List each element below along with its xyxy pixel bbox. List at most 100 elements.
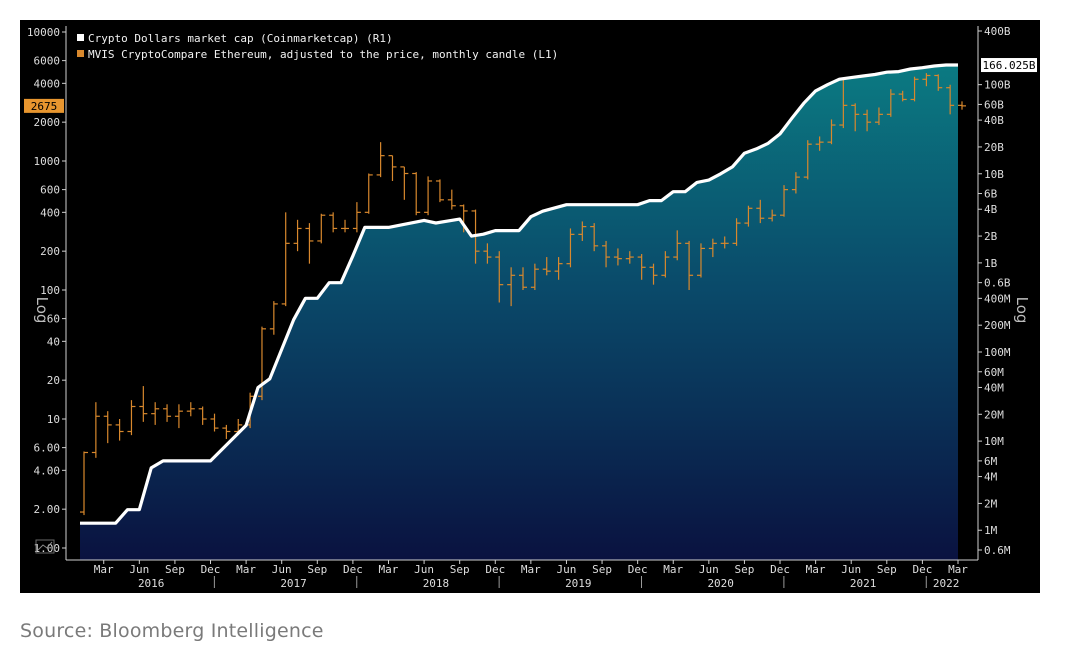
right-tick-label: 100B xyxy=(984,79,1011,92)
left-tick-label: 6000 xyxy=(34,55,61,68)
x-tick-label: Mar xyxy=(806,563,826,576)
legend: Crypto Dollars market cap (Coinmarketcap… xyxy=(74,29,558,63)
year-labels: 2016 2017 2018 2019 2020 2021 2022 xyxy=(138,576,959,590)
source-note: Source: Bloomberg Intelligence xyxy=(20,620,324,642)
ethereum-candle xyxy=(566,228,575,268)
ethereum-candle xyxy=(103,411,112,444)
ethereum-candle xyxy=(910,76,919,102)
ethereum-candle xyxy=(352,202,361,233)
ethereum-candle xyxy=(151,402,160,425)
x-tick-label: Mar xyxy=(521,563,541,576)
ethereum-candle xyxy=(519,267,527,290)
right-tick-label: 2M xyxy=(984,497,998,510)
ethereum-candle xyxy=(495,251,504,303)
right-tick-label: 6B xyxy=(984,188,998,201)
ethereum-candle xyxy=(317,213,326,244)
ethereum-candle xyxy=(720,236,729,249)
ethereum-candle xyxy=(447,189,456,210)
right-tick-label: 400B xyxy=(984,25,1011,38)
right-tick-label: 40B xyxy=(984,114,1004,127)
ethereum-candle xyxy=(934,74,943,91)
ethereum-candle xyxy=(376,142,385,178)
right-tick-label: 100M xyxy=(984,346,1011,359)
right-tick-label: 0.6M xyxy=(984,544,1011,557)
ethereum-candle xyxy=(163,404,172,422)
x-tick-label: Jun xyxy=(129,563,149,576)
right-tick-label: 4M xyxy=(984,471,998,484)
right-tick-label: 1M xyxy=(984,524,998,537)
x-tick-label: Jun xyxy=(272,563,292,576)
ethereum-candle xyxy=(851,103,860,132)
x-tick-label: Sep xyxy=(450,563,470,576)
right-tick-label: 400M xyxy=(984,292,1011,305)
ethereum-candle xyxy=(80,451,88,516)
ethereum-candle xyxy=(898,90,907,102)
x-tick-label: Mar xyxy=(948,563,968,576)
ethereum-candle xyxy=(578,221,587,241)
x-tick-label: Jun xyxy=(557,563,577,576)
right-tick-label: 20M xyxy=(984,408,1004,421)
ethereum-candle xyxy=(257,326,266,401)
ethereum-candle xyxy=(435,179,444,203)
chart-type-icon[interactable] xyxy=(35,539,55,554)
x-tick-label: Jun xyxy=(699,563,719,576)
ethereum-candle xyxy=(293,219,302,252)
ethereum-candle xyxy=(661,251,670,278)
ethereum-candle xyxy=(590,223,599,252)
year-label: 2020 xyxy=(707,577,734,590)
right-axis-ticks: 400B 100B 60B 40B 20B 10B 6B 4B 2B 1B 0.6B 400M 200M… xyxy=(978,25,1011,557)
left-tick-label: 4000 xyxy=(34,77,61,90)
x-axis-ticks: Mar Jun Sep Dec Mar Jun Sep Dec Mar Jun Sep Dec Mar J… xyxy=(94,560,968,576)
ethereum-candle xyxy=(388,155,397,181)
ethereum-candle xyxy=(210,413,219,432)
ethereum-candle xyxy=(530,263,539,290)
market-cap-area xyxy=(80,65,958,560)
left-tick-label: 60 xyxy=(47,313,60,326)
market-cap-last-value-tag: 166.025B xyxy=(981,58,1037,73)
ethereum-candle xyxy=(922,73,931,87)
market-cap-line-layer xyxy=(80,63,958,525)
ethereum-candle xyxy=(400,166,409,200)
right-tick-label: 0.6B xyxy=(984,277,1011,290)
ethereum-candle xyxy=(768,209,777,222)
right-tick-label: 20B xyxy=(984,141,1004,154)
ethereum-candle xyxy=(412,172,421,216)
x-tick-label: Mar xyxy=(94,563,114,576)
ethereum-candle xyxy=(732,218,741,246)
x-tick-label: Dec xyxy=(485,563,505,576)
x-tick-label: Dec xyxy=(628,563,648,576)
legend-label-ethereum: MVIS CryptoCompare Ethereum, adjusted to… xyxy=(88,48,558,61)
ethereum-candle xyxy=(839,79,848,129)
x-tick-label: Sep xyxy=(877,563,897,576)
x-tick-label: Sep xyxy=(734,563,754,576)
x-tick-label: Mar xyxy=(236,563,256,576)
ethereum-candle xyxy=(459,204,468,233)
left-tick-label: 2000 xyxy=(34,116,61,129)
left-tick-label: 40 xyxy=(47,335,60,348)
legend-swatch-ethereum xyxy=(77,50,84,57)
market-cap-area-layer xyxy=(80,65,958,560)
left-tick-label: 200 xyxy=(40,245,60,258)
ethereum-candle xyxy=(827,119,836,145)
x-tick-label: Dec xyxy=(770,563,790,576)
ethereum-candle xyxy=(222,424,231,439)
right-tick-label: 1B xyxy=(984,257,998,270)
ethereum-candle xyxy=(946,84,955,115)
ethereum-candle xyxy=(863,109,872,132)
ethereum-candle xyxy=(637,254,646,280)
ethereum-candle xyxy=(649,263,658,285)
x-tick-label: Sep xyxy=(307,563,327,576)
year-label: 2019 xyxy=(565,577,592,590)
x-tick-label: Sep xyxy=(165,563,185,576)
ethereum-candle xyxy=(625,251,634,264)
ethereum-candle xyxy=(602,240,611,268)
x-tick-label: Sep xyxy=(592,563,612,576)
ethereum-candle xyxy=(756,199,765,224)
ethereum-candle xyxy=(886,89,895,117)
right-tick-label: 200M xyxy=(984,319,1011,332)
ethereum-candle xyxy=(791,172,800,194)
legend-label-market-cap: Crypto Dollars market cap (Coinmarketcap… xyxy=(88,32,393,45)
chart-svg: 1000060004000200010006004002001006040201… xyxy=(24,25,1037,590)
ethereum-candle xyxy=(329,212,338,233)
left-tick-label: 100 xyxy=(40,284,60,297)
